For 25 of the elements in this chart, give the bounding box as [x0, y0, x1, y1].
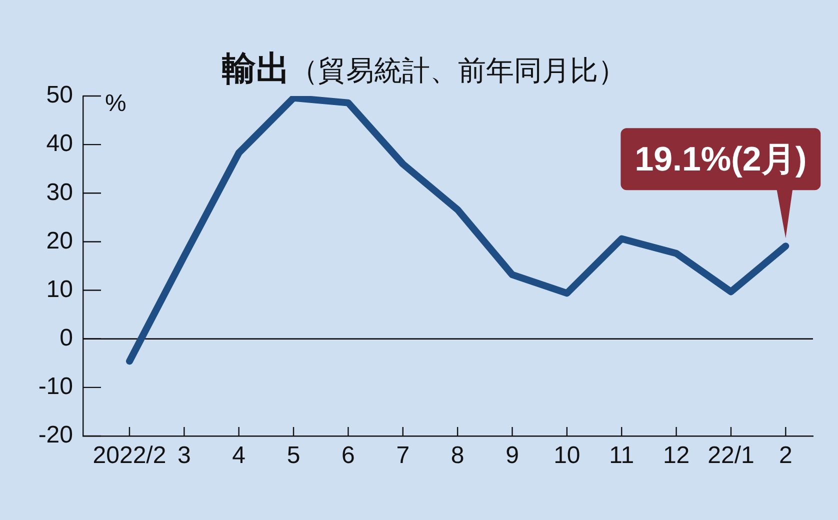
y-tick-label: 20: [46, 227, 73, 254]
x-tick-label: 3: [177, 442, 191, 470]
y-tick-label: 50: [46, 82, 73, 109]
x-tick-label: 6: [342, 442, 355, 470]
x-tick-label: 2022/2: [92, 442, 166, 470]
y-axis-title: %: [105, 90, 126, 117]
x-tick-label: 22/1: [708, 442, 754, 470]
chart-subtitle: （貿易統計、前年同月比）: [290, 55, 626, 86]
x-tick-label: 2: [778, 442, 792, 470]
y-tick-label: 40: [46, 130, 73, 158]
y-tick-label: 30: [46, 178, 73, 206]
x-tick-label: 11: [609, 442, 634, 470]
y-tick-label: -10: [38, 373, 73, 400]
x-tick-label: 10: [554, 442, 580, 470]
x-tick-label: 7: [396, 442, 410, 470]
y-tick-label: -20: [38, 422, 73, 449]
y-tick-label: 10: [46, 276, 73, 303]
x-tick-label: 4: [232, 442, 246, 470]
x-tick-label: 8: [450, 442, 464, 470]
x-tick-label: 12: [662, 442, 690, 470]
x-tick-label: 9: [506, 442, 519, 470]
x-tick-label: 5: [286, 442, 300, 470]
chart-title: 輸出: [221, 50, 290, 88]
y-tick-label: 0: [60, 324, 73, 352]
annotation: 19.1%(2月): [634, 140, 807, 178]
